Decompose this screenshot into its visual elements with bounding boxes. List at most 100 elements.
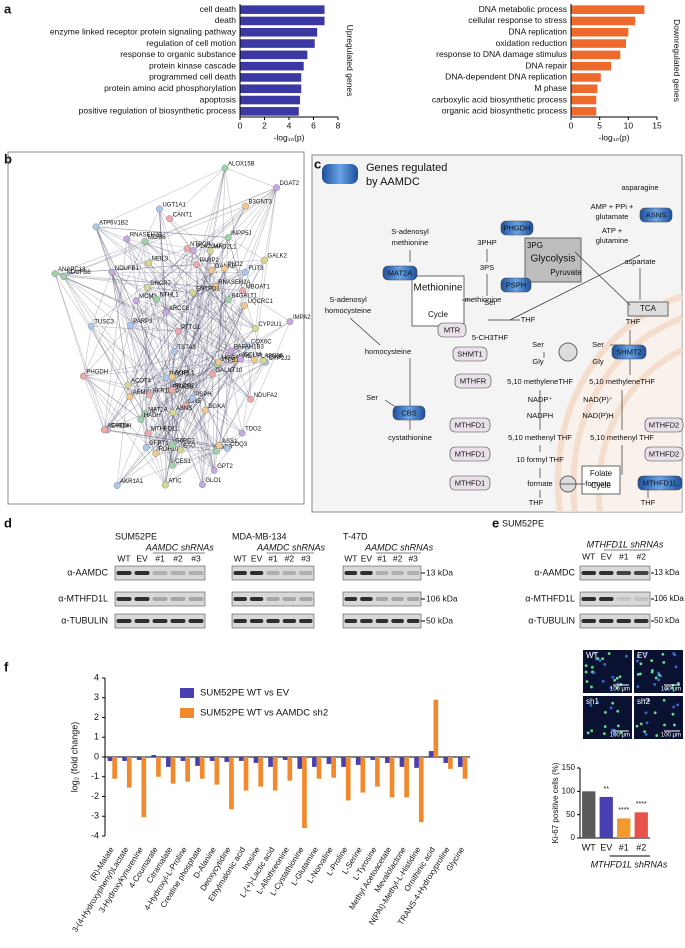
node-label: AFMID bbox=[133, 390, 152, 396]
node-label: PYCR1 bbox=[169, 371, 190, 377]
edge bbox=[130, 272, 246, 326]
node-label: ATIC bbox=[168, 479, 182, 485]
edge bbox=[147, 328, 256, 434]
band bbox=[581, 571, 596, 575]
enzyme-label: MTHFR bbox=[460, 376, 487, 385]
edge bbox=[155, 305, 245, 454]
band bbox=[282, 597, 297, 601]
micrograph-label: sh1 bbox=[586, 697, 599, 706]
y-tick-label: -1 bbox=[91, 771, 99, 781]
edge bbox=[172, 412, 181, 450]
edge bbox=[83, 325, 131, 377]
edge bbox=[156, 298, 255, 361]
cell bbox=[673, 723, 676, 727]
node-label: PDXP bbox=[266, 355, 282, 361]
metabolite: 10 formyl THF bbox=[516, 455, 564, 464]
edge bbox=[140, 419, 173, 446]
enzyme-box bbox=[454, 373, 492, 389]
bar bbox=[370, 757, 376, 760]
band bbox=[249, 597, 264, 601]
edge bbox=[116, 364, 218, 486]
edge bbox=[169, 351, 175, 391]
edge bbox=[130, 299, 229, 326]
edge bbox=[147, 331, 179, 434]
edge bbox=[171, 250, 194, 377]
micrograph-label: WT bbox=[586, 651, 599, 660]
size-marker: 106 kDa bbox=[426, 593, 458, 603]
edge bbox=[172, 292, 194, 413]
node-label: FUT3 bbox=[248, 266, 264, 272]
edge bbox=[90, 272, 113, 327]
bar bbox=[268, 757, 273, 767]
cell bbox=[635, 724, 639, 728]
node bbox=[206, 247, 214, 255]
band bbox=[581, 597, 596, 601]
cell bbox=[611, 675, 615, 679]
band bbox=[170, 619, 186, 623]
bar bbox=[166, 757, 171, 767]
edge bbox=[63, 205, 246, 277]
edge bbox=[144, 241, 212, 271]
band bbox=[375, 619, 389, 623]
cell bbox=[644, 651, 648, 655]
edge bbox=[227, 237, 243, 291]
edge bbox=[169, 218, 211, 252]
node bbox=[227, 347, 235, 355]
band bbox=[282, 571, 297, 575]
blot-strip bbox=[231, 591, 315, 607]
bar bbox=[240, 27, 318, 37]
cell bbox=[618, 675, 622, 679]
edge bbox=[169, 167, 226, 219]
bar bbox=[571, 50, 621, 60]
bar bbox=[112, 757, 117, 779]
blot-strip bbox=[579, 591, 651, 607]
node-label: MBOAT1 bbox=[246, 284, 271, 290]
category-label: death bbox=[215, 15, 237, 25]
node bbox=[239, 287, 247, 295]
lane-label: EV bbox=[601, 551, 613, 561]
cell bbox=[584, 664, 588, 668]
lane-label: #3 bbox=[301, 553, 311, 563]
x-tick-label: WT bbox=[582, 842, 596, 852]
node bbox=[108, 268, 116, 276]
band bbox=[634, 597, 649, 601]
x-tick-label: 0 bbox=[569, 120, 574, 130]
edge bbox=[149, 328, 256, 396]
edge bbox=[83, 375, 166, 486]
cell bbox=[611, 701, 615, 705]
edge bbox=[149, 358, 241, 396]
edge bbox=[185, 405, 217, 452]
bar bbox=[141, 757, 147, 818]
legend-swatch bbox=[180, 708, 194, 718]
node bbox=[153, 295, 160, 303]
node bbox=[113, 482, 121, 489]
scale-label: 100 μm bbox=[610, 733, 630, 739]
cell bbox=[643, 730, 647, 734]
node-label: ANAPC13 bbox=[58, 267, 86, 273]
lane-label: #1 bbox=[155, 553, 165, 563]
band bbox=[134, 597, 150, 601]
enzyme-label: MTR bbox=[444, 325, 461, 334]
lane-label: EV bbox=[251, 553, 263, 563]
node-label: TUSC3 bbox=[94, 320, 114, 326]
node bbox=[137, 416, 145, 423]
bar bbox=[240, 73, 302, 82]
edge bbox=[217, 268, 226, 365]
node-label: GPT2 bbox=[217, 464, 233, 470]
cell bbox=[645, 721, 649, 725]
edge bbox=[227, 237, 265, 261]
band bbox=[344, 619, 358, 623]
enzyme-box bbox=[452, 346, 488, 362]
edge bbox=[91, 325, 170, 392]
edge bbox=[179, 270, 213, 450]
node-label: DHCR7 bbox=[150, 281, 171, 287]
band bbox=[360, 619, 373, 623]
enzyme-label: MTHFD1 bbox=[455, 449, 485, 458]
edge bbox=[107, 429, 228, 449]
lane-label: #2 bbox=[393, 553, 403, 563]
metabolite: NADP⁺ bbox=[528, 395, 553, 404]
enzyme-box bbox=[639, 207, 673, 223]
cell-line: T-47D bbox=[343, 531, 368, 541]
node-label: GFPT1 bbox=[149, 441, 169, 447]
shrna-label: AAMDC shRNAs bbox=[364, 542, 434, 552]
